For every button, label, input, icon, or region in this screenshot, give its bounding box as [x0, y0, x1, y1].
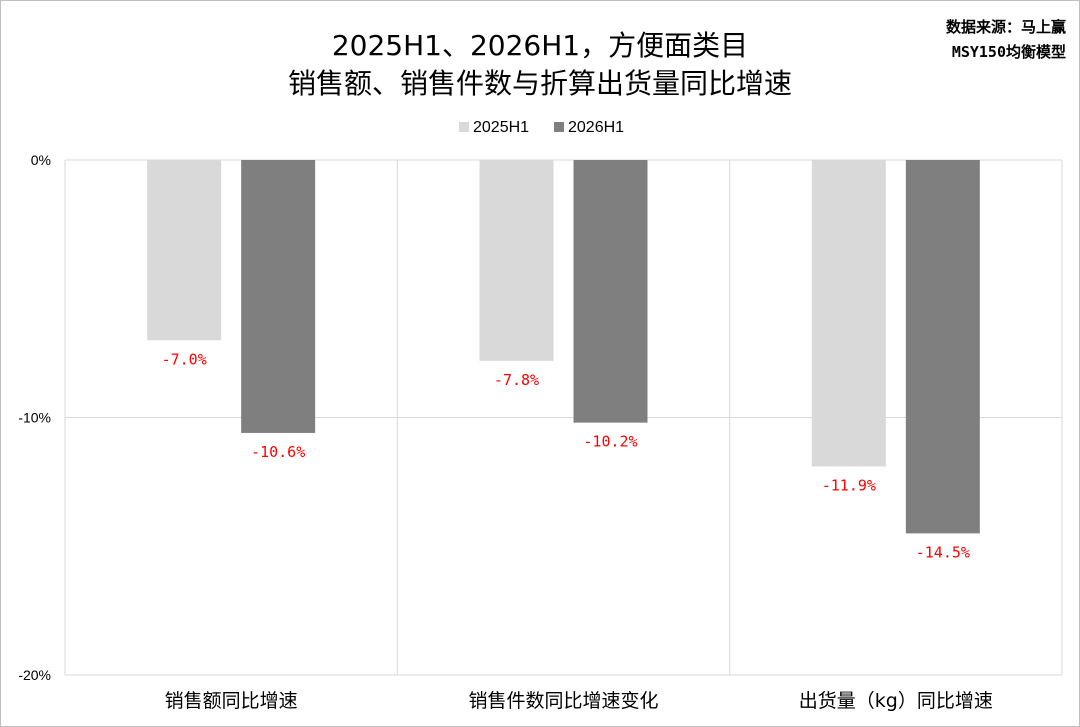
bar-2026h1 [573, 160, 648, 423]
y-tick-label: -20% [18, 667, 51, 683]
bar-2025h1 [479, 160, 554, 361]
chart-title-line-1: 2025H1、2026H1，方便面类目 [331, 29, 749, 62]
model-label: MSY150均衡模型 [951, 43, 1066, 61]
bar-2026h1 [905, 160, 980, 534]
legend-swatch-2026h1 [554, 122, 564, 132]
x-category-label: 出货量（kg）同比增速 [799, 690, 993, 712]
bar-2026h1 [241, 160, 316, 433]
data-label: -10.6% [251, 443, 305, 461]
data-label: -14.5% [916, 543, 970, 561]
x-category-label: 销售额同比增速 [165, 690, 298, 712]
x-category-label: 销售件数同比增速变化 [468, 690, 658, 712]
legend-label: 2025H1 [473, 119, 529, 136]
data-label: -7.8% [494, 371, 539, 389]
data-label: -10.2% [583, 433, 637, 451]
data-label: -7.0% [162, 350, 207, 368]
legend-swatch-2025h1 [459, 122, 469, 132]
bar-2025h1 [147, 160, 222, 341]
chart-title-line-2: 销售额、销售件数与折算出货量同比增速 [287, 67, 792, 100]
data-source-label: 数据来源：马上赢 [945, 18, 1066, 36]
bar-2025h1 [811, 160, 886, 467]
legend-label: 2026H1 [568, 119, 624, 136]
y-tick-label: 0% [31, 152, 51, 168]
data-label: -11.9% [822, 476, 876, 494]
y-tick-label: -10% [18, 410, 51, 426]
